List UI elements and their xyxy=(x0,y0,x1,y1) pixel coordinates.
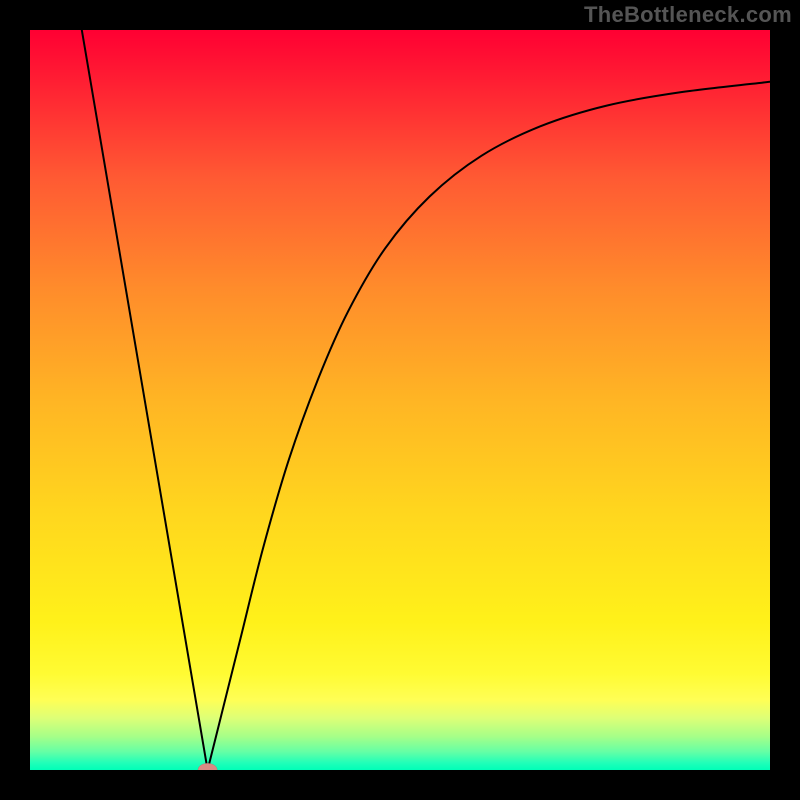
gradient-rect xyxy=(30,30,770,770)
attribution-text: TheBottleneck.com xyxy=(584,2,792,28)
gradient-background xyxy=(30,30,770,770)
plot-area xyxy=(30,30,770,770)
